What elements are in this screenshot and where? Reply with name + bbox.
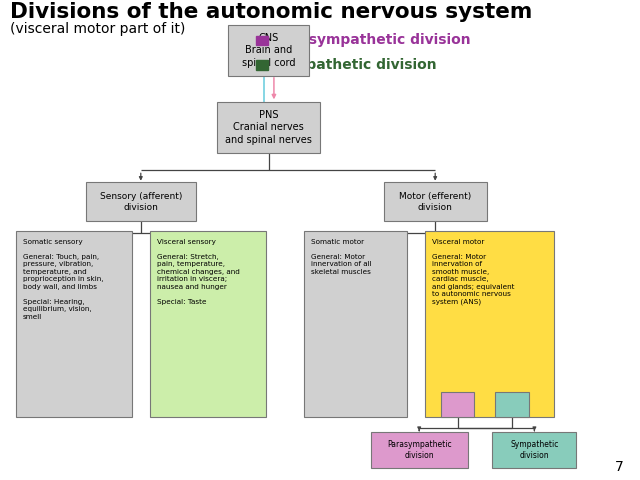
Text: Sensory (afferent)
division: Sensory (afferent) division xyxy=(100,192,182,212)
FancyBboxPatch shape xyxy=(228,25,309,76)
Text: CNS
Brain and
spinal cord: CNS Brain and spinal cord xyxy=(242,33,296,68)
Bar xyxy=(256,60,268,70)
Text: Divisions of the autonomic nervous system: Divisions of the autonomic nervous syste… xyxy=(10,2,532,23)
Text: Visceral motor

General: Motor
innervation of
smooth muscle,
cardiac muscle,
and: Visceral motor General: Motor innervatio… xyxy=(433,239,515,305)
Text: (visceral motor part of it): (visceral motor part of it) xyxy=(10,22,185,36)
Bar xyxy=(256,36,268,45)
FancyBboxPatch shape xyxy=(16,231,132,417)
Text: Motor (efferent)
division: Motor (efferent) division xyxy=(399,192,471,212)
FancyBboxPatch shape xyxy=(150,231,266,417)
Text: PNS
Cranial nerves
and spinal nerves: PNS Cranial nerves and spinal nerves xyxy=(225,110,312,144)
FancyBboxPatch shape xyxy=(86,182,196,221)
FancyBboxPatch shape xyxy=(384,182,487,221)
FancyBboxPatch shape xyxy=(371,432,468,468)
FancyBboxPatch shape xyxy=(493,432,576,468)
Text: 7: 7 xyxy=(615,460,624,474)
FancyBboxPatch shape xyxy=(217,102,320,153)
Text: Visceral sensory

General: Stretch,
pain, temperature,
chemical changes, and
irr: Visceral sensory General: Stretch, pain,… xyxy=(157,239,240,305)
Text: Parasympathetic division: Parasympathetic division xyxy=(273,33,470,48)
Text: Somatic sensory

General: Touch, pain,
pressure, vibration,
temperature, and
pro: Somatic sensory General: Touch, pain, pr… xyxy=(23,239,103,320)
Text: Sympathetic
division: Sympathetic division xyxy=(510,440,559,460)
Text: Somatic motor

General: Motor
innervation of all
skeletal muscles: Somatic motor General: Motor innervation… xyxy=(311,239,371,275)
FancyBboxPatch shape xyxy=(304,231,407,417)
FancyBboxPatch shape xyxy=(441,392,474,417)
FancyBboxPatch shape xyxy=(495,392,529,417)
Text: Parasympathetic
division: Parasympathetic division xyxy=(387,440,451,460)
FancyBboxPatch shape xyxy=(425,231,554,417)
Text: Sympathetic division: Sympathetic division xyxy=(273,58,436,72)
